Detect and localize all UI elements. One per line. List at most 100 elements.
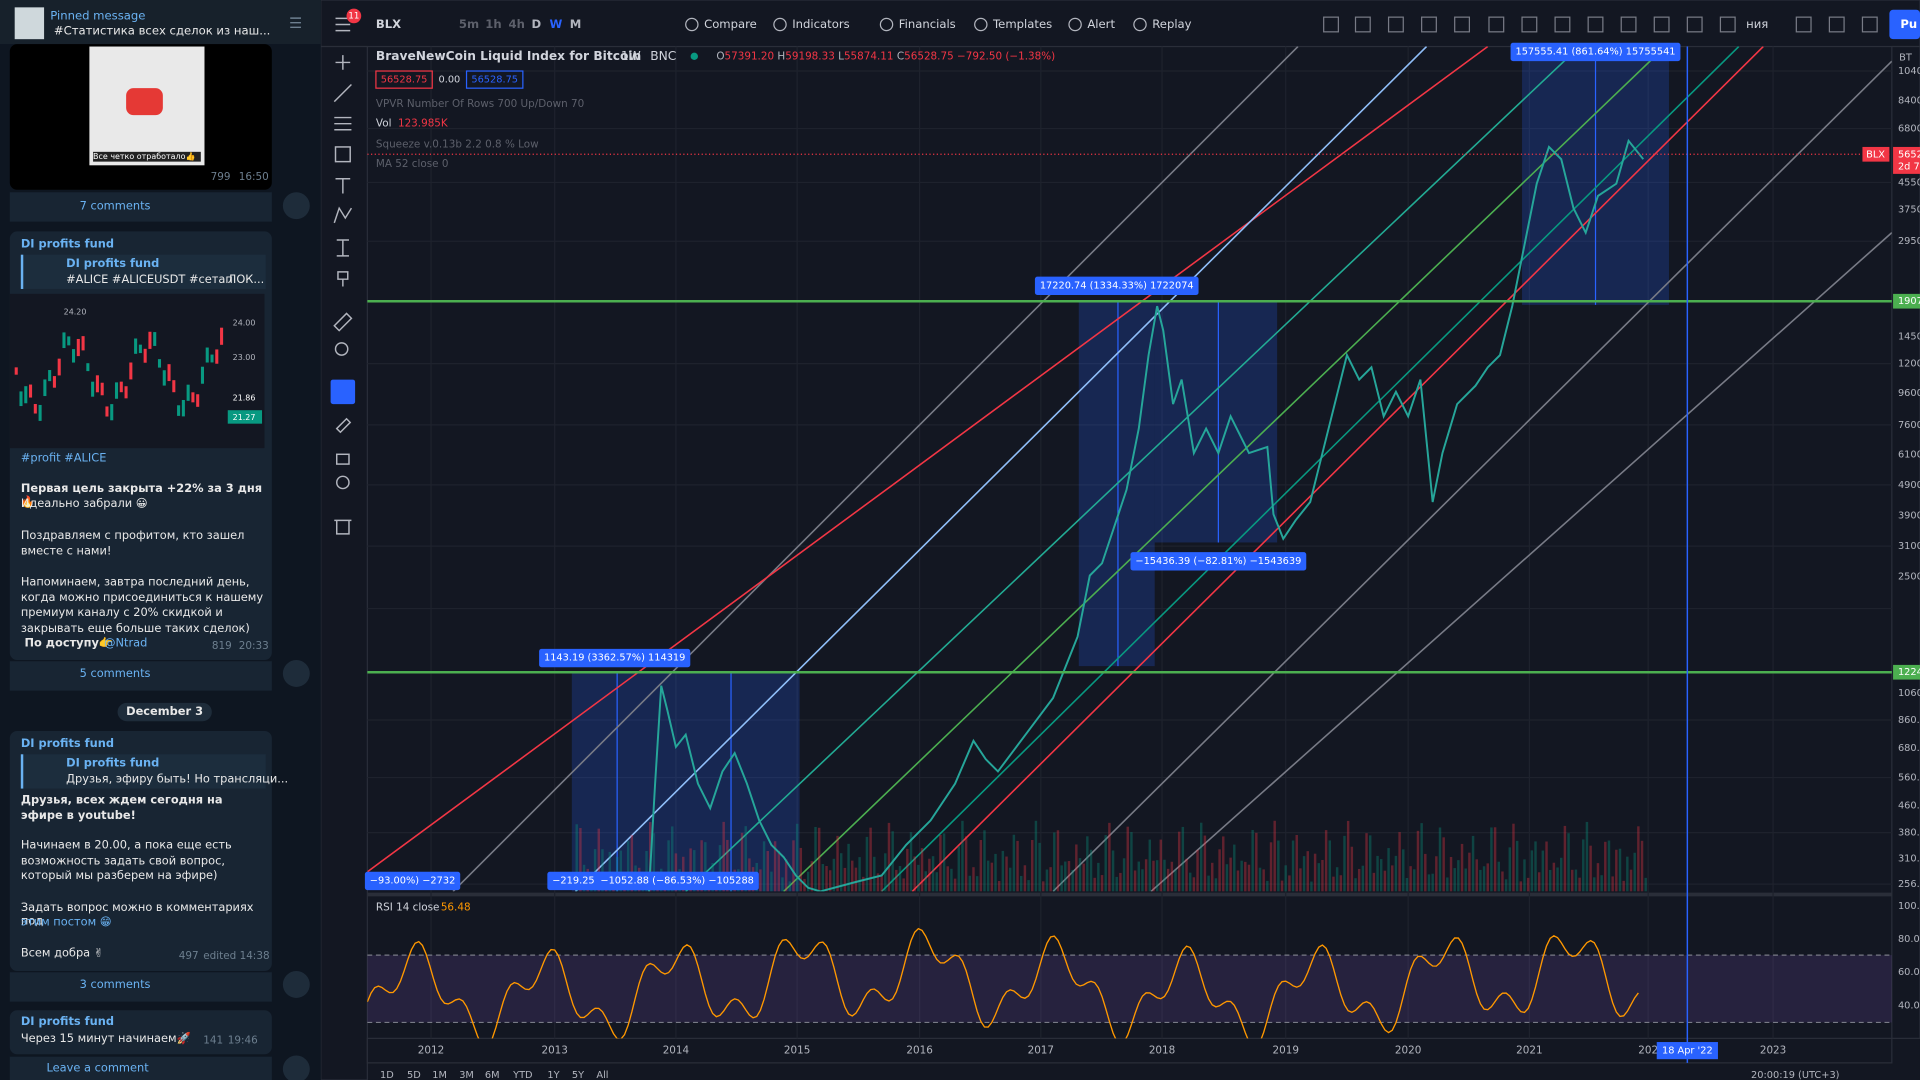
brush-tool[interactable] [337,271,349,287]
thumbnail-caption: Все четко отработало👍 [93,151,201,162]
comments-link[interactable]: 5 comments [79,667,151,681]
price-axis [1891,45,1920,1039]
delete-tool[interactable] [334,519,352,535]
fib-tool[interactable] [334,116,352,131]
range-button[interactable]: 1D [380,1070,394,1080]
drawing-button[interactable] [1521,16,1538,33]
range-button[interactable]: 5D [407,1070,421,1080]
lock-tool[interactable] [336,453,350,465]
volume-bar [1486,863,1489,892]
leave-comment[interactable]: Leave a comment [46,1061,149,1076]
toolbar-button[interactable]: Compare [704,17,757,31]
range-button[interactable]: All [596,1070,608,1080]
range-button[interactable]: 1M [432,1070,447,1080]
mini-candle [172,380,176,393]
drawing-button[interactable] [1620,16,1637,33]
timeframe[interactable]: 1h [485,17,501,31]
range-button[interactable]: YTD [512,1070,532,1080]
volume-bar [1207,875,1210,892]
drawing-button[interactable] [1861,16,1878,33]
publish-button[interactable] [1889,9,1920,40]
drawing-button[interactable] [1488,16,1505,33]
drawing-button[interactable] [1354,16,1371,33]
views: 819 [211,640,232,653]
timeframe[interactable]: D [531,17,541,31]
pattern-tool[interactable] [333,206,353,224]
trendline-tool[interactable] [333,83,352,103]
timeframe[interactable]: 5m [459,17,479,31]
volume-bar [1526,877,1530,892]
post-image[interactable]: 24.20 24.00 23.00 21.86 21.27 [9,293,265,449]
measure-label: 17220.74 (1334.33%) 1722074 [1040,280,1194,291]
question-link[interactable]: этим постом 😁 [20,915,112,930]
reply-block[interactable] [20,754,266,789]
timeframe[interactable]: W [550,17,563,31]
comments-row[interactable] [9,660,272,691]
volume-bar [1174,869,1177,892]
drawing-button[interactable] [1653,16,1670,33]
drawing-button[interactable] [1719,16,1736,33]
drawing-button[interactable] [1587,16,1604,33]
volume-bar [825,865,828,892]
shape-tool[interactable] [334,146,351,163]
drawing-button[interactable] [1454,16,1471,33]
share-button[interactable] [282,192,310,220]
share-button[interactable] [282,1055,310,1080]
mini-candle [62,332,66,349]
range-button[interactable]: 3M [459,1070,474,1080]
zoom-tool[interactable] [334,342,349,356]
comments-row[interactable] [9,971,272,1002]
ruler-tool[interactable] [333,312,353,332]
range-button[interactable]: 1Y [547,1070,559,1080]
drawing-button[interactable] [1554,16,1571,33]
text-tool[interactable] [335,178,351,194]
toolbar-button[interactable]: Alert [1087,17,1115,31]
share-button[interactable] [282,971,310,998]
volume-bar [1380,859,1383,892]
toolbar-button[interactable]: Financials [899,17,956,31]
toolbar-button[interactable]: Replay [1152,17,1191,31]
volume-bar [1515,840,1519,892]
last-post [9,1010,272,1055]
draw-mode-tool[interactable] [335,417,352,434]
timeframe[interactable]: 4h [509,17,525,31]
volume-bar [1512,823,1515,892]
drawing-button[interactable] [1828,16,1845,33]
range-button[interactable]: 5Y [572,1070,584,1080]
comments-row[interactable] [9,191,272,222]
range-button[interactable]: 6M [485,1070,500,1080]
share-button[interactable] [282,660,310,687]
toolbar-icon [879,17,894,32]
timeframe[interactable]: M [570,17,582,31]
hide-tool[interactable] [336,475,350,490]
comments-link[interactable]: 3 comments [79,978,151,992]
drawing-button[interactable] [1387,16,1404,33]
volume-bar [1218,849,1221,892]
volume-bar [972,867,975,892]
reply-block[interactable] [20,254,266,289]
volume-bar [784,859,788,892]
volume-bar [626,840,630,892]
toolbar-button[interactable]: Indicators [792,17,849,31]
magnet-tool[interactable] [330,379,356,405]
hashtags: #profit #ALICE [20,451,107,466]
status-dot [690,52,698,61]
comments-link[interactable]: 7 comments [79,199,151,214]
play-button[interactable] [126,88,163,116]
price-label: 4550 [1898,177,1920,188]
drawing-button[interactable] [1686,16,1703,33]
drawing-button[interactable] [1323,16,1339,33]
pinned-list-icon[interactable]: ☰ [288,14,303,32]
volume-bar [1346,820,1350,892]
comment-row[interactable] [9,1055,272,1080]
toolbar-button[interactable]: Templates [992,17,1052,31]
cursor-tool[interactable] [335,55,351,70]
symbol[interactable]: BLX [376,17,401,31]
drawing-button[interactable] [1421,16,1437,33]
access-link[interactable]: @Ntrad [104,636,148,651]
volume-bar [1155,860,1159,892]
forecast-tool[interactable] [336,239,349,257]
drawing-button[interactable] [1795,16,1812,33]
price-tag [1893,146,1920,174]
pinned-bar[interactable] [0,0,321,45]
